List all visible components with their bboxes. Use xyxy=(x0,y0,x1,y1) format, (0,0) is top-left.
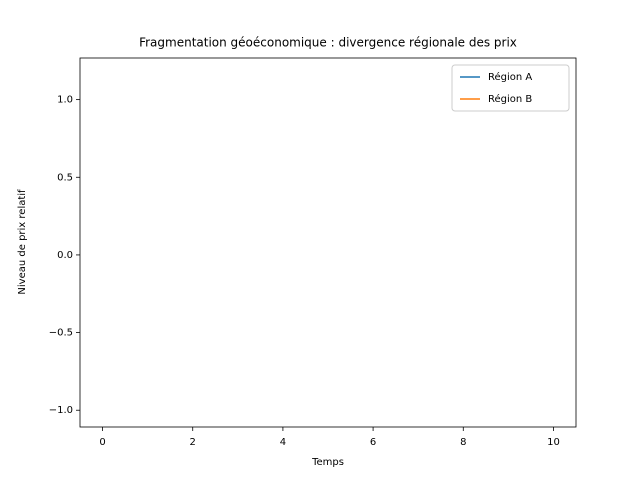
x-tick-label: 6 xyxy=(370,437,376,448)
y-axis-label: Niveau de prix relatif xyxy=(17,189,28,295)
legend-box xyxy=(451,64,570,112)
y-tick-label: 1.0 xyxy=(57,95,73,106)
y-tick-label: −1.0 xyxy=(49,405,73,416)
plot-frame xyxy=(79,57,577,428)
x-tick-label: 8 xyxy=(460,437,466,448)
x-tick-label: 2 xyxy=(190,437,196,448)
y-tick-label: 0.0 xyxy=(57,250,73,261)
y-tick-label: −0.5 xyxy=(49,328,73,339)
legend-label: Région A xyxy=(488,71,532,83)
legend-label: Région B xyxy=(488,93,532,105)
chart-title: Fragmentation géoéconomique : divergence… xyxy=(139,36,517,50)
x-axis-label: Temps xyxy=(311,457,344,468)
x-tick-label: 10 xyxy=(547,437,560,448)
y-tick-label: 0.5 xyxy=(57,172,73,183)
x-tick-label: 0 xyxy=(99,437,105,448)
x-tick-label: 4 xyxy=(280,437,286,448)
